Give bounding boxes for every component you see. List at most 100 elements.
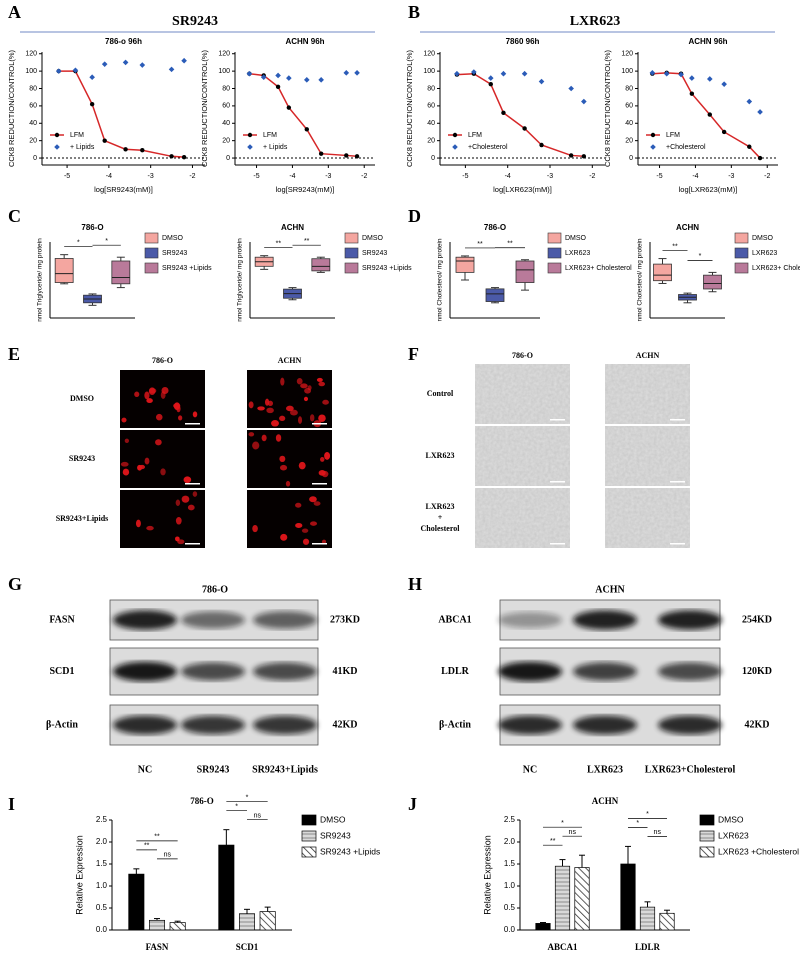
blot-band bbox=[181, 662, 245, 681]
row-label: Cholesterol bbox=[421, 524, 461, 533]
scale-bar bbox=[550, 543, 565, 545]
y-tick-label: 100 bbox=[423, 68, 435, 75]
x-tick-label: ABCA1 bbox=[547, 942, 578, 952]
cell bbox=[135, 519, 141, 528]
cell bbox=[144, 391, 150, 400]
panel-label: I bbox=[8, 794, 15, 814]
panel-label: A bbox=[8, 2, 21, 22]
point bbox=[522, 126, 527, 131]
bar bbox=[259, 911, 276, 931]
y-tick-label: 0.0 bbox=[504, 925, 516, 934]
y-axis-label: CCK8 REDUCTION/CONTROL(%) bbox=[7, 49, 16, 167]
point bbox=[102, 138, 107, 143]
significance-label: * bbox=[636, 820, 639, 827]
lane-label: LXR623 bbox=[587, 764, 623, 775]
point bbox=[707, 112, 712, 117]
x-tick-label: -2 bbox=[189, 173, 195, 180]
legend-label: DMSO bbox=[752, 235, 774, 242]
scale-bar bbox=[185, 543, 200, 545]
point bbox=[568, 153, 574, 158]
brightfield-image bbox=[605, 488, 690, 548]
blot-band bbox=[573, 662, 637, 681]
y-axis-label: CCK8 REDUCTION/CONTROL(%) bbox=[200, 49, 209, 167]
point bbox=[689, 75, 695, 81]
scale-bar bbox=[185, 423, 200, 425]
point bbox=[181, 154, 187, 160]
bar bbox=[535, 923, 551, 931]
cell bbox=[252, 524, 258, 533]
cell bbox=[298, 461, 306, 470]
lane-label: NC bbox=[523, 764, 537, 775]
x-tick-label: -2 bbox=[361, 173, 367, 180]
box bbox=[455, 256, 475, 273]
y-tick-label: 80 bbox=[222, 85, 230, 92]
brightfield-image bbox=[475, 364, 570, 424]
scale-bar bbox=[185, 483, 200, 485]
x-tick-label: -5 bbox=[462, 173, 468, 180]
cell bbox=[301, 528, 309, 533]
cell bbox=[248, 432, 255, 437]
cell bbox=[124, 438, 130, 444]
band-label: β-Actin bbox=[439, 719, 471, 730]
band-label: FASN bbox=[49, 614, 75, 625]
y-tick-label: 2.0 bbox=[504, 837, 516, 846]
cell bbox=[183, 476, 192, 484]
point bbox=[581, 98, 587, 105]
cell bbox=[248, 401, 254, 409]
point bbox=[318, 151, 324, 156]
legend-label: DMSO bbox=[320, 814, 346, 824]
y-tick-label: 0.5 bbox=[504, 903, 516, 912]
chart-title: 786-O bbox=[484, 223, 506, 232]
chart-title: ACHN 96h bbox=[688, 37, 727, 46]
fluorescence-image bbox=[247, 490, 332, 548]
row-label: + bbox=[438, 513, 443, 522]
y-tick-label: 40 bbox=[222, 120, 230, 127]
cell bbox=[290, 409, 298, 416]
blot-band bbox=[573, 610, 637, 630]
point bbox=[746, 98, 753, 105]
legend-swatch bbox=[301, 814, 317, 826]
point bbox=[539, 142, 544, 148]
y-tick-label: 20 bbox=[29, 138, 37, 145]
band-label: LDLR bbox=[441, 666, 470, 677]
significance-label: * bbox=[561, 820, 564, 827]
legend-swatch bbox=[344, 262, 359, 274]
band-size: 41KD bbox=[333, 666, 358, 677]
y-tick-label: 120 bbox=[25, 51, 37, 58]
scale-bar bbox=[670, 543, 685, 545]
y-tick-label: 40 bbox=[29, 120, 37, 127]
blot-band bbox=[573, 715, 637, 735]
y-axis-label: nmol Cholesterol/ mg protein bbox=[637, 238, 644, 321]
scale-bar bbox=[312, 423, 327, 425]
panel-header: SR9243 bbox=[172, 14, 218, 29]
scale-bar bbox=[550, 481, 565, 483]
cell bbox=[279, 455, 286, 462]
blot-band bbox=[181, 715, 245, 735]
band-label: SCD1 bbox=[49, 666, 74, 677]
significance-label: ** bbox=[276, 241, 282, 248]
legend-swatch bbox=[301, 830, 317, 842]
point bbox=[721, 129, 727, 135]
bar bbox=[574, 867, 590, 931]
scale-bar bbox=[312, 543, 327, 545]
fluorescence-image bbox=[120, 490, 205, 548]
cell bbox=[175, 499, 181, 507]
x-tick-label: -4 bbox=[106, 173, 112, 180]
point bbox=[89, 74, 95, 81]
point bbox=[501, 110, 506, 116]
blot-band bbox=[498, 661, 562, 682]
y-tick-label: 80 bbox=[427, 85, 435, 92]
cell bbox=[309, 414, 315, 422]
y-axis-label: Relative Expression bbox=[482, 835, 492, 915]
legend-label: SR9243 bbox=[362, 250, 387, 257]
legend-label: + Lipids bbox=[70, 144, 95, 151]
cell bbox=[286, 405, 294, 412]
cell bbox=[187, 504, 195, 511]
x-tick-label: FASN bbox=[146, 942, 169, 952]
y-axis-label: CCK8 REDUCTION/CONTROL(%) bbox=[603, 49, 612, 167]
legend-swatch bbox=[144, 247, 159, 259]
legend-marker bbox=[452, 132, 458, 138]
legend-label: DMSO bbox=[162, 235, 184, 242]
legend-swatch bbox=[734, 262, 749, 274]
legend-swatch bbox=[547, 232, 562, 244]
